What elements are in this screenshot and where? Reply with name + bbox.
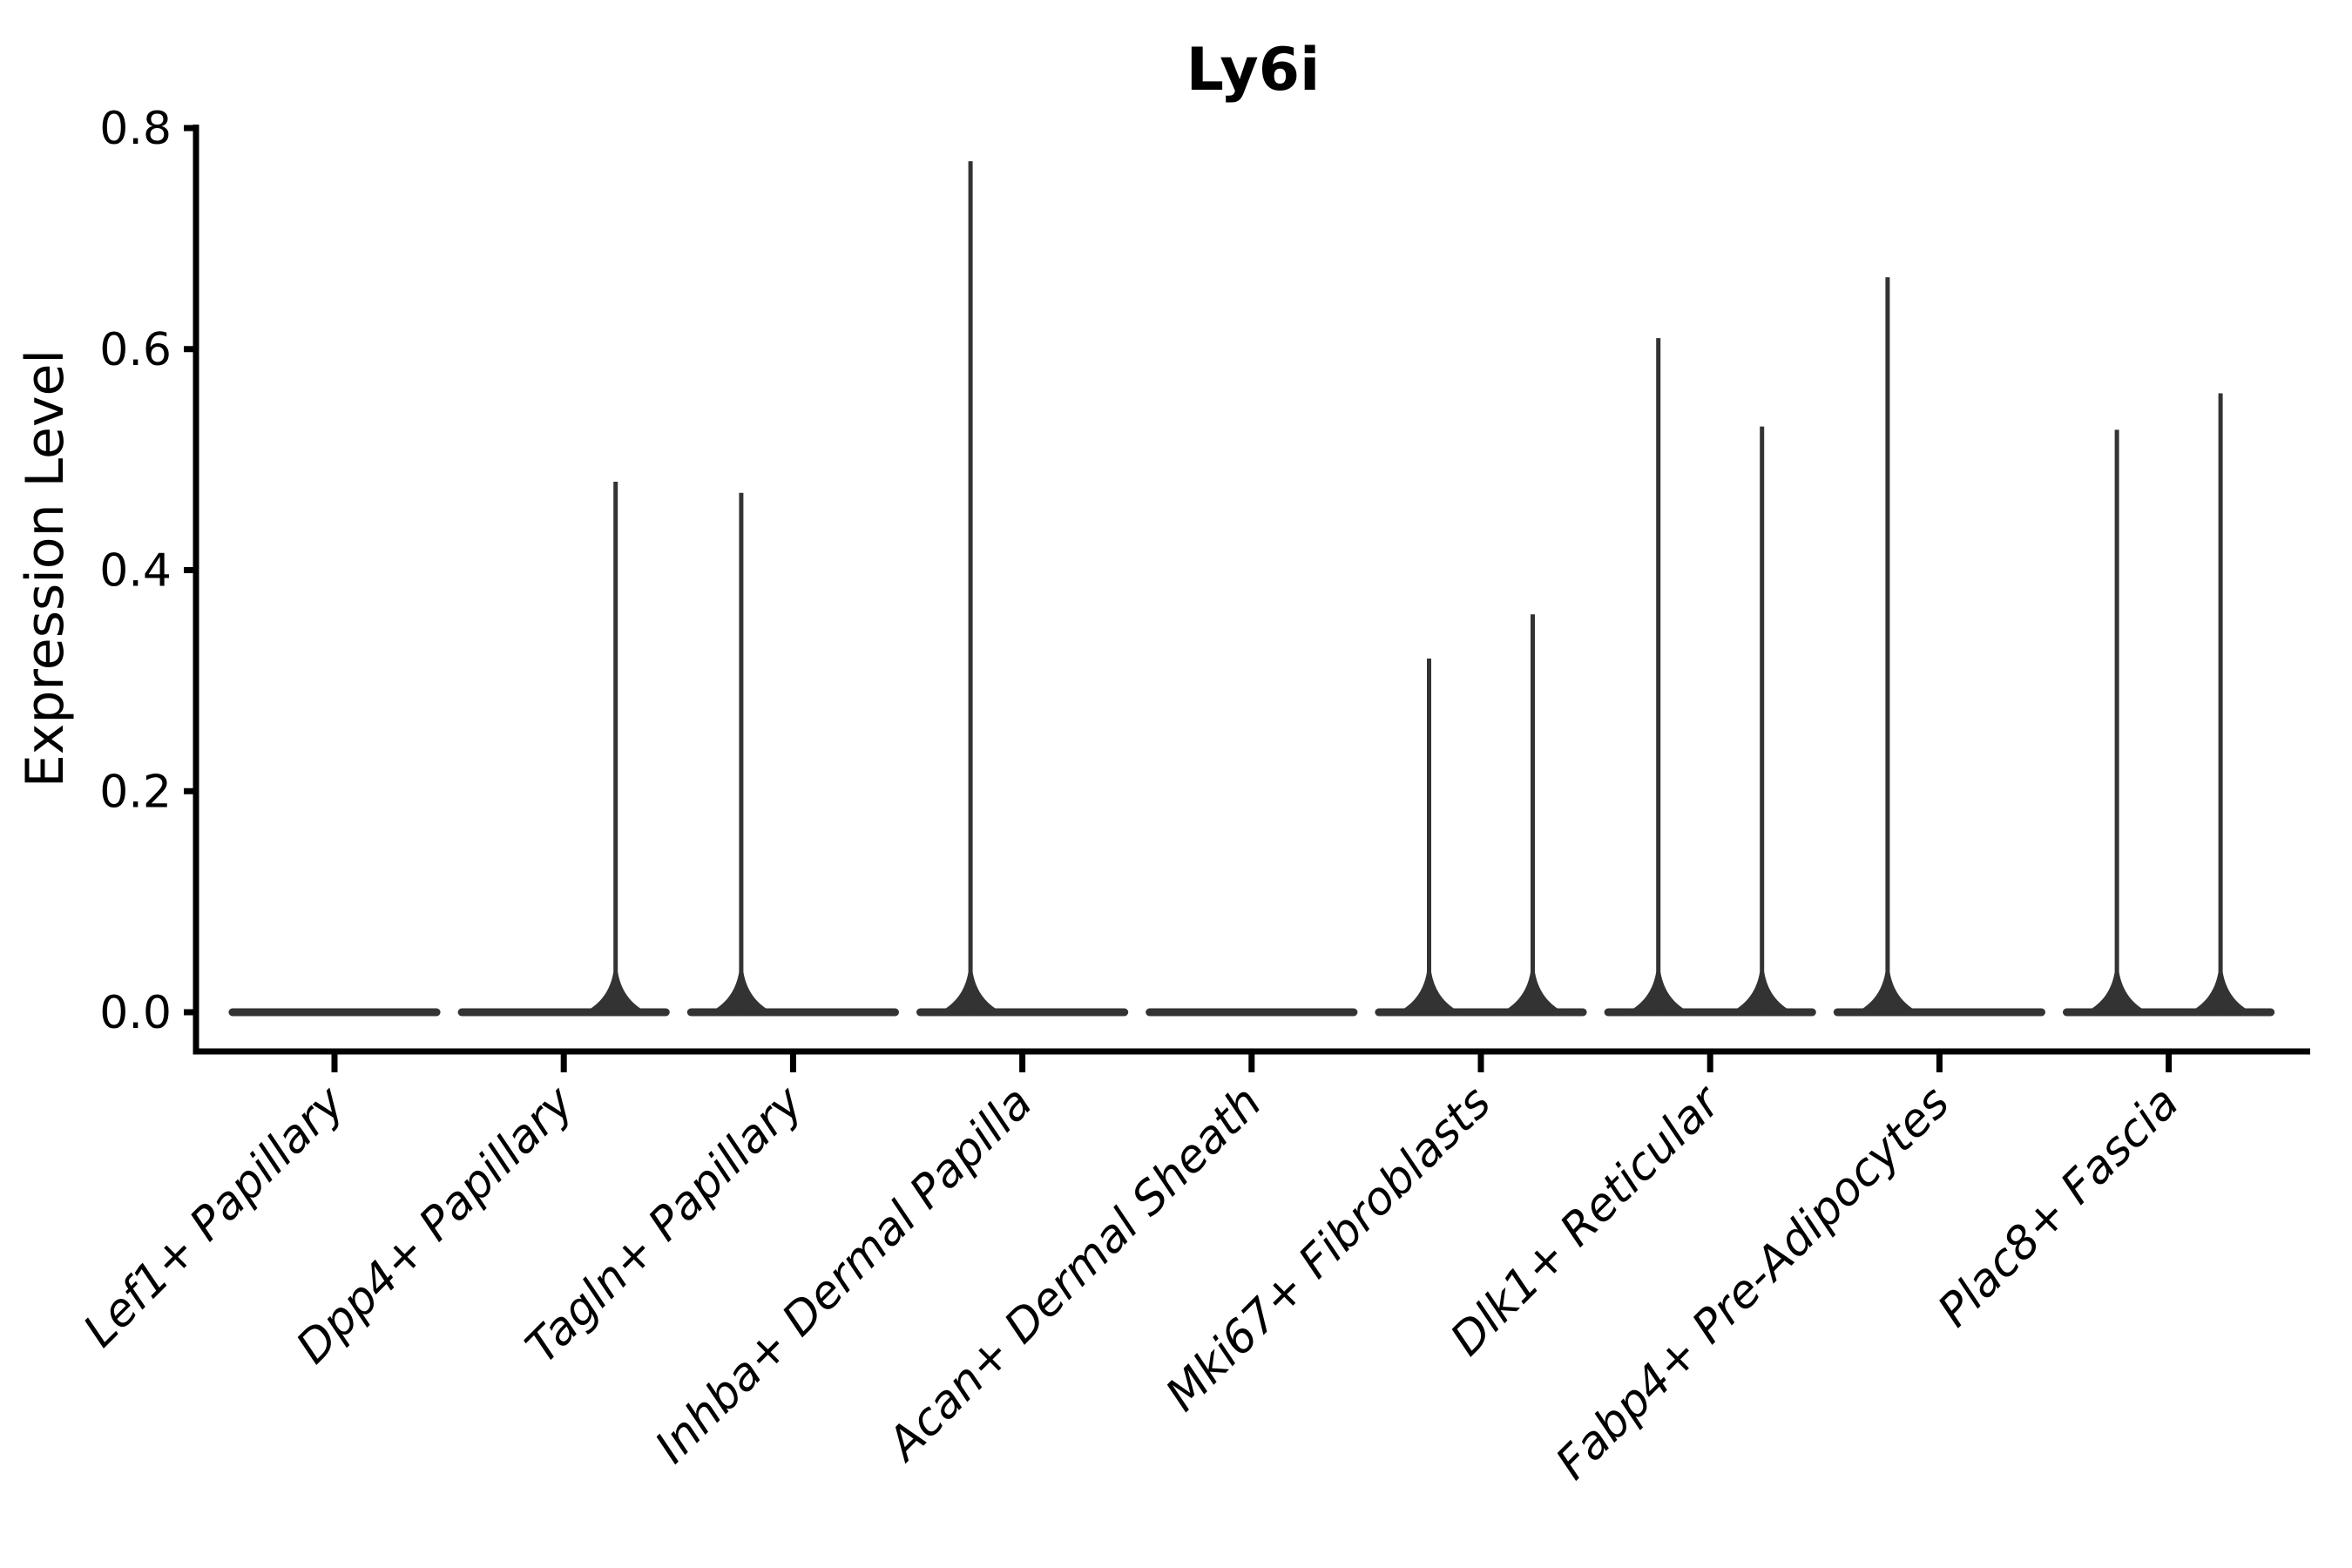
y-axis-label: Expression Level — [15, 349, 76, 787]
y-tick-label: 0.0 — [99, 987, 172, 1039]
x-tick-label: Fabp4+ Pre-Adipocytes — [1546, 1077, 1960, 1490]
x-tick-label: Plac8+ Fascia — [1929, 1077, 2189, 1337]
x-tick-label: Acan+ Dermal Sheath — [876, 1077, 1272, 1472]
y-tick-label: 0.6 — [99, 324, 172, 376]
violin-body — [228, 1008, 441, 1017]
y-tick-label: 0.8 — [99, 103, 172, 155]
violin-body — [1146, 1008, 1358, 1017]
y-tick-label: 0.2 — [99, 766, 172, 818]
y-tick-label: 0.4 — [99, 545, 172, 598]
axes-layer — [184, 125, 2310, 1072]
chart-title: Ly6i — [1186, 36, 1321, 105]
x-tick-label: Inhba+ Dermal Papilla — [645, 1077, 1043, 1474]
violins-layer — [228, 161, 2275, 1017]
